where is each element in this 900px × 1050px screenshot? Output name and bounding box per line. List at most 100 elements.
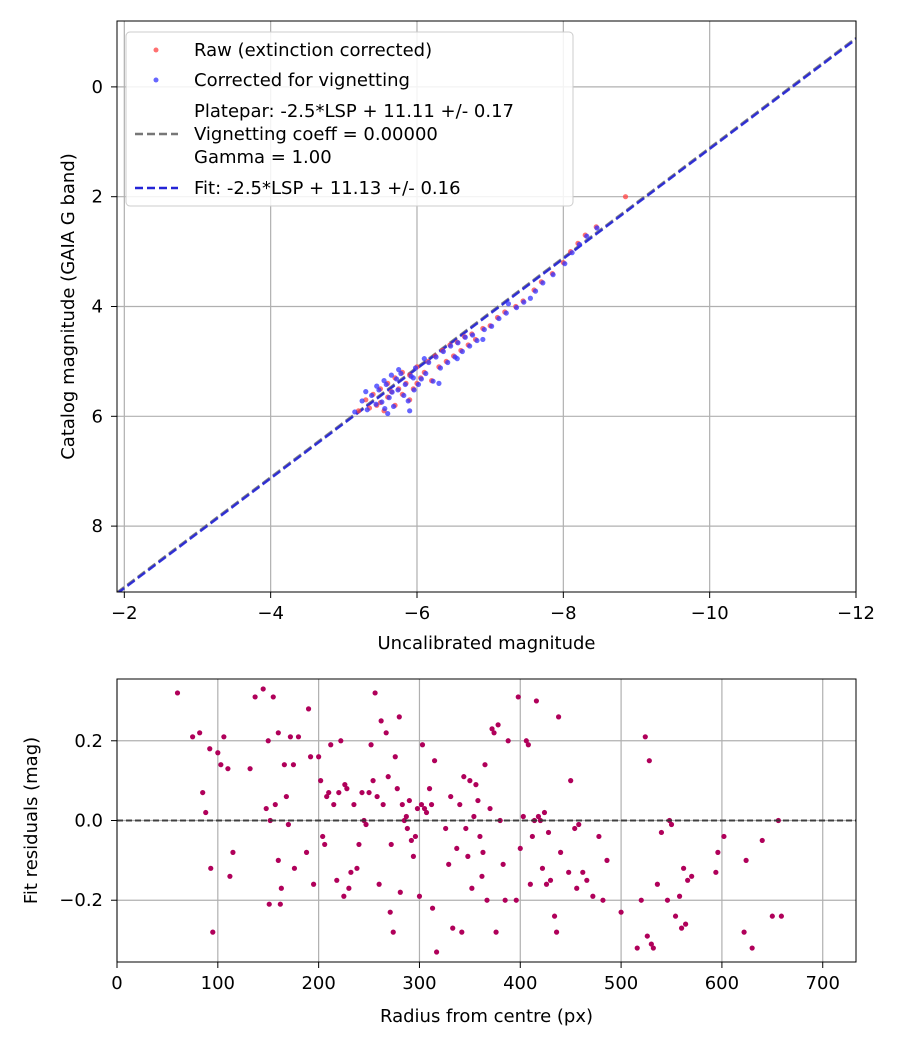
legend-corrected-label: Corrected for vignetting [194, 70, 410, 91]
residual-point [295, 734, 302, 740]
residual-point [541, 809, 548, 816]
residual-point [326, 789, 332, 796]
residual-point [517, 845, 523, 852]
residual-point [535, 813, 542, 820]
residual-point [210, 929, 216, 935]
residual-point [378, 718, 384, 724]
residual-point [247, 766, 253, 772]
residual-point [459, 929, 465, 935]
residual-point [285, 821, 291, 828]
top-point-corrected [467, 343, 473, 349]
residual-point [489, 726, 495, 732]
residual-point [618, 909, 624, 915]
residual-point [380, 801, 386, 808]
top-x-tick-label: −8 [550, 603, 577, 624]
top-point-corrected [415, 381, 422, 388]
residual-point [281, 762, 287, 768]
residual-point [461, 774, 467, 780]
top-point-corrected [584, 233, 590, 239]
residual-point [215, 750, 221, 756]
top-x-tick-label: −2 [111, 603, 138, 624]
residual-point [678, 925, 685, 931]
residual-point [471, 813, 477, 820]
top-point-corrected [430, 378, 436, 384]
residual-point [590, 893, 596, 899]
top-point-corrected [505, 301, 512, 307]
top-point-corrected [421, 356, 427, 362]
residual-point [416, 893, 423, 899]
residual-point [545, 829, 552, 836]
residual-point [469, 885, 475, 891]
residual-point [412, 833, 419, 840]
residual-point [310, 881, 317, 887]
residual-point [324, 793, 330, 800]
bottom-y-tick-label: −0.2 [59, 890, 103, 911]
residual-point [551, 913, 558, 919]
residual-point [555, 714, 562, 720]
residual-point [208, 865, 214, 871]
top-x-ticks: −2 −4 −6 −8 −10 −12 [111, 592, 875, 624]
top-point-corrected [388, 372, 394, 378]
residual-point [390, 929, 396, 935]
legend-raw-marker [153, 47, 159, 53]
residual-point [370, 778, 376, 784]
residual-point [266, 901, 272, 907]
residual-point [419, 742, 426, 748]
residual-point [221, 734, 227, 740]
residual-point [200, 789, 206, 796]
top-point-corrected [562, 261, 568, 267]
residual-point [676, 893, 683, 899]
residual-point [418, 801, 425, 808]
residual-point [433, 949, 440, 955]
residual-point [475, 797, 481, 804]
residual-point [203, 809, 209, 816]
residual-point [383, 730, 389, 736]
top-point-corrected [395, 387, 401, 393]
residual-point [689, 873, 695, 879]
residual-point [596, 833, 602, 840]
top-point-corrected [480, 336, 486, 343]
top-point-corrected [521, 299, 527, 305]
residual-point [477, 833, 483, 840]
residual-point [207, 746, 213, 752]
top-point-corrected [374, 383, 380, 389]
residuals-chart: 0 100 200 300 400 500 600 700 −0.2 0.0 0.2 Radius… [21, 678, 857, 1027]
top-point-corrected [532, 288, 539, 294]
top-point-corrected [503, 310, 509, 316]
residual-point [553, 929, 560, 935]
residual-point [406, 797, 412, 804]
residual-point [448, 793, 454, 800]
residual-point [428, 801, 435, 808]
legend-platepar-label: Platepar: -2.5*LSP + 11.11 +/- 0.17 [194, 101, 514, 122]
residual-point [363, 821, 369, 828]
top-point-corrected [376, 387, 382, 393]
bottom-x-tick-label: 200 [301, 973, 335, 994]
residual-point [529, 833, 535, 840]
residual-point [713, 869, 719, 875]
residual-point [431, 758, 438, 764]
magnitude-calibration-chart: −2 −4 −6 −8 −10 −12 0 2 4 6 8 Uncalibrated magnit… [58, 20, 875, 654]
bottom-x-tick-label: 400 [503, 973, 537, 994]
top-data-points [352, 194, 629, 417]
top-point-corrected [389, 389, 395, 395]
residual-point [658, 829, 665, 836]
residual-point [566, 869, 572, 875]
top-y-tick-label: 2 [92, 187, 103, 208]
residual-point [443, 825, 449, 832]
top-x-tick-label: −6 [404, 603, 431, 624]
bottom-x-tick-label: 600 [705, 973, 739, 994]
top-point-corrected [569, 250, 575, 256]
top-point-corrected [454, 356, 460, 362]
residual-point [403, 813, 409, 820]
top-point-corrected [402, 381, 408, 388]
residual-point [681, 865, 687, 871]
residual-point [450, 925, 456, 931]
top-point-corrected [393, 376, 400, 382]
residual-point [523, 738, 529, 744]
residual-point [465, 853, 471, 859]
residual-point [493, 929, 499, 935]
top-point-corrected [423, 370, 429, 377]
residual-point [527, 881, 533, 887]
top-point-corrected [410, 375, 416, 381]
bottom-y-tick-label: 0.2 [74, 731, 103, 752]
